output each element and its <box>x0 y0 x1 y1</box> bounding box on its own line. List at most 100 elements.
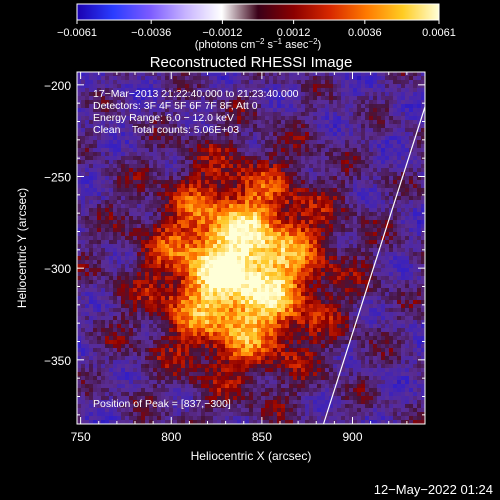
heatmap-pixel <box>285 168 289 172</box>
heatmap-pixel <box>197 132 201 136</box>
heatmap-pixel <box>349 80 353 84</box>
chart-title: Reconstructed RHESSI Image <box>150 54 353 71</box>
heatmap-pixel <box>265 96 269 100</box>
heatmap-pixel <box>409 236 413 240</box>
heatmap-pixel <box>165 200 169 204</box>
heatmap-pixel <box>197 180 201 184</box>
heatmap-pixel <box>417 272 421 276</box>
heatmap-pixel <box>353 168 357 172</box>
heatmap-pixel <box>341 152 345 156</box>
heatmap-pixel <box>85 272 89 276</box>
heatmap-pixel <box>345 88 349 92</box>
heatmap-pixel <box>181 252 185 256</box>
heatmap-pixel <box>389 240 393 244</box>
heatmap-pixel <box>325 264 329 268</box>
heatmap-pixel <box>85 248 89 252</box>
heatmap-pixel <box>345 180 349 184</box>
heatmap-pixel <box>97 264 101 268</box>
heatmap-pixel <box>197 200 201 204</box>
heatmap-pixel <box>265 220 269 224</box>
heatmap-pixel <box>289 92 293 96</box>
heatmap-pixel <box>149 252 153 256</box>
heatmap-pixel <box>93 248 97 252</box>
heatmap-pixel <box>261 124 265 128</box>
heatmap-pixel <box>381 140 385 144</box>
heatmap-pixel <box>333 212 337 216</box>
heatmap-pixel <box>313 220 317 224</box>
heatmap-pixel <box>337 128 341 132</box>
heatmap-pixel <box>189 124 193 128</box>
heatmap-pixel <box>277 184 281 188</box>
heatmap-pixel <box>105 204 109 208</box>
heatmap-pixel <box>89 244 93 248</box>
heatmap-pixel <box>249 112 253 116</box>
heatmap-pixel <box>345 220 349 224</box>
heatmap-pixel <box>101 160 105 164</box>
heatmap-pixel <box>257 120 261 124</box>
heatmap-pixel <box>257 84 261 88</box>
heatmap-pixel <box>277 224 281 228</box>
heatmap-pixel <box>225 152 229 156</box>
heatmap-pixel <box>397 296 401 300</box>
heatmap-pixel <box>109 228 113 232</box>
heatmap-pixel <box>309 264 313 268</box>
heatmap-pixel <box>237 288 241 292</box>
heatmap-pixel <box>381 136 385 140</box>
heatmap-pixel <box>109 184 113 188</box>
heatmap-pixel <box>253 224 257 228</box>
heatmap-pixel <box>97 80 101 84</box>
heatmap-pixel <box>121 188 125 192</box>
heatmap-pixel <box>221 292 225 296</box>
heatmap-pixel <box>97 112 101 116</box>
heatmap-pixel <box>129 256 133 260</box>
heatmap-pixel <box>405 112 409 116</box>
heatmap-pixel <box>181 144 185 148</box>
heatmap-pixel <box>181 156 185 160</box>
heatmap-pixel <box>133 152 137 156</box>
heatmap-pixel <box>349 184 353 188</box>
heatmap-pixel <box>161 152 165 156</box>
heatmap-pixel <box>217 204 221 208</box>
heatmap-pixel <box>89 136 93 140</box>
heatmap-pixel <box>285 164 289 168</box>
heatmap-pixel <box>325 144 329 148</box>
heatmap-pixel <box>377 156 381 160</box>
colorbar-tick-label: −0.0036 <box>131 27 171 39</box>
heatmap-pixel <box>257 260 261 264</box>
heatmap-pixel <box>301 232 305 236</box>
heatmap-pixel <box>129 112 133 116</box>
heatmap-pixel <box>393 188 397 192</box>
heatmap-pixel <box>373 124 377 128</box>
heatmap-pixel <box>93 168 97 172</box>
heatmap-pixel <box>209 108 213 112</box>
heatmap-pixel <box>137 160 141 164</box>
heatmap-pixel <box>337 116 341 120</box>
heatmap-pixel <box>137 224 141 228</box>
heatmap-pixel <box>233 84 237 88</box>
heatmap-pixel <box>201 124 205 128</box>
heatmap-pixel <box>137 92 141 96</box>
heatmap-pixel <box>85 120 89 124</box>
heatmap-pixel <box>105 140 109 144</box>
heatmap-pixel <box>81 216 85 220</box>
heatmap-pixel <box>321 240 325 244</box>
heatmap-pixel <box>369 92 373 96</box>
heatmap-pixel <box>237 212 241 216</box>
heatmap-pixel <box>361 192 365 196</box>
heatmap-pixel <box>221 256 225 260</box>
heatmap-pixel <box>77 160 81 164</box>
heatmap-pixel <box>405 204 409 208</box>
heatmap-pixel <box>277 160 281 164</box>
heatmap-pixel <box>281 124 285 128</box>
heatmap-pixel <box>389 84 393 88</box>
heatmap-pixel <box>113 260 117 264</box>
heatmap-pixel <box>185 112 189 116</box>
heatmap-pixel <box>213 196 217 200</box>
heatmap-pixel <box>401 164 405 168</box>
heatmap-pixel <box>89 292 93 296</box>
heatmap-pixel <box>293 140 297 144</box>
heatmap-pixel <box>381 276 385 280</box>
heatmap-pixel <box>329 256 333 260</box>
heatmap-pixel <box>101 260 105 264</box>
heatmap-pixel <box>337 168 341 172</box>
